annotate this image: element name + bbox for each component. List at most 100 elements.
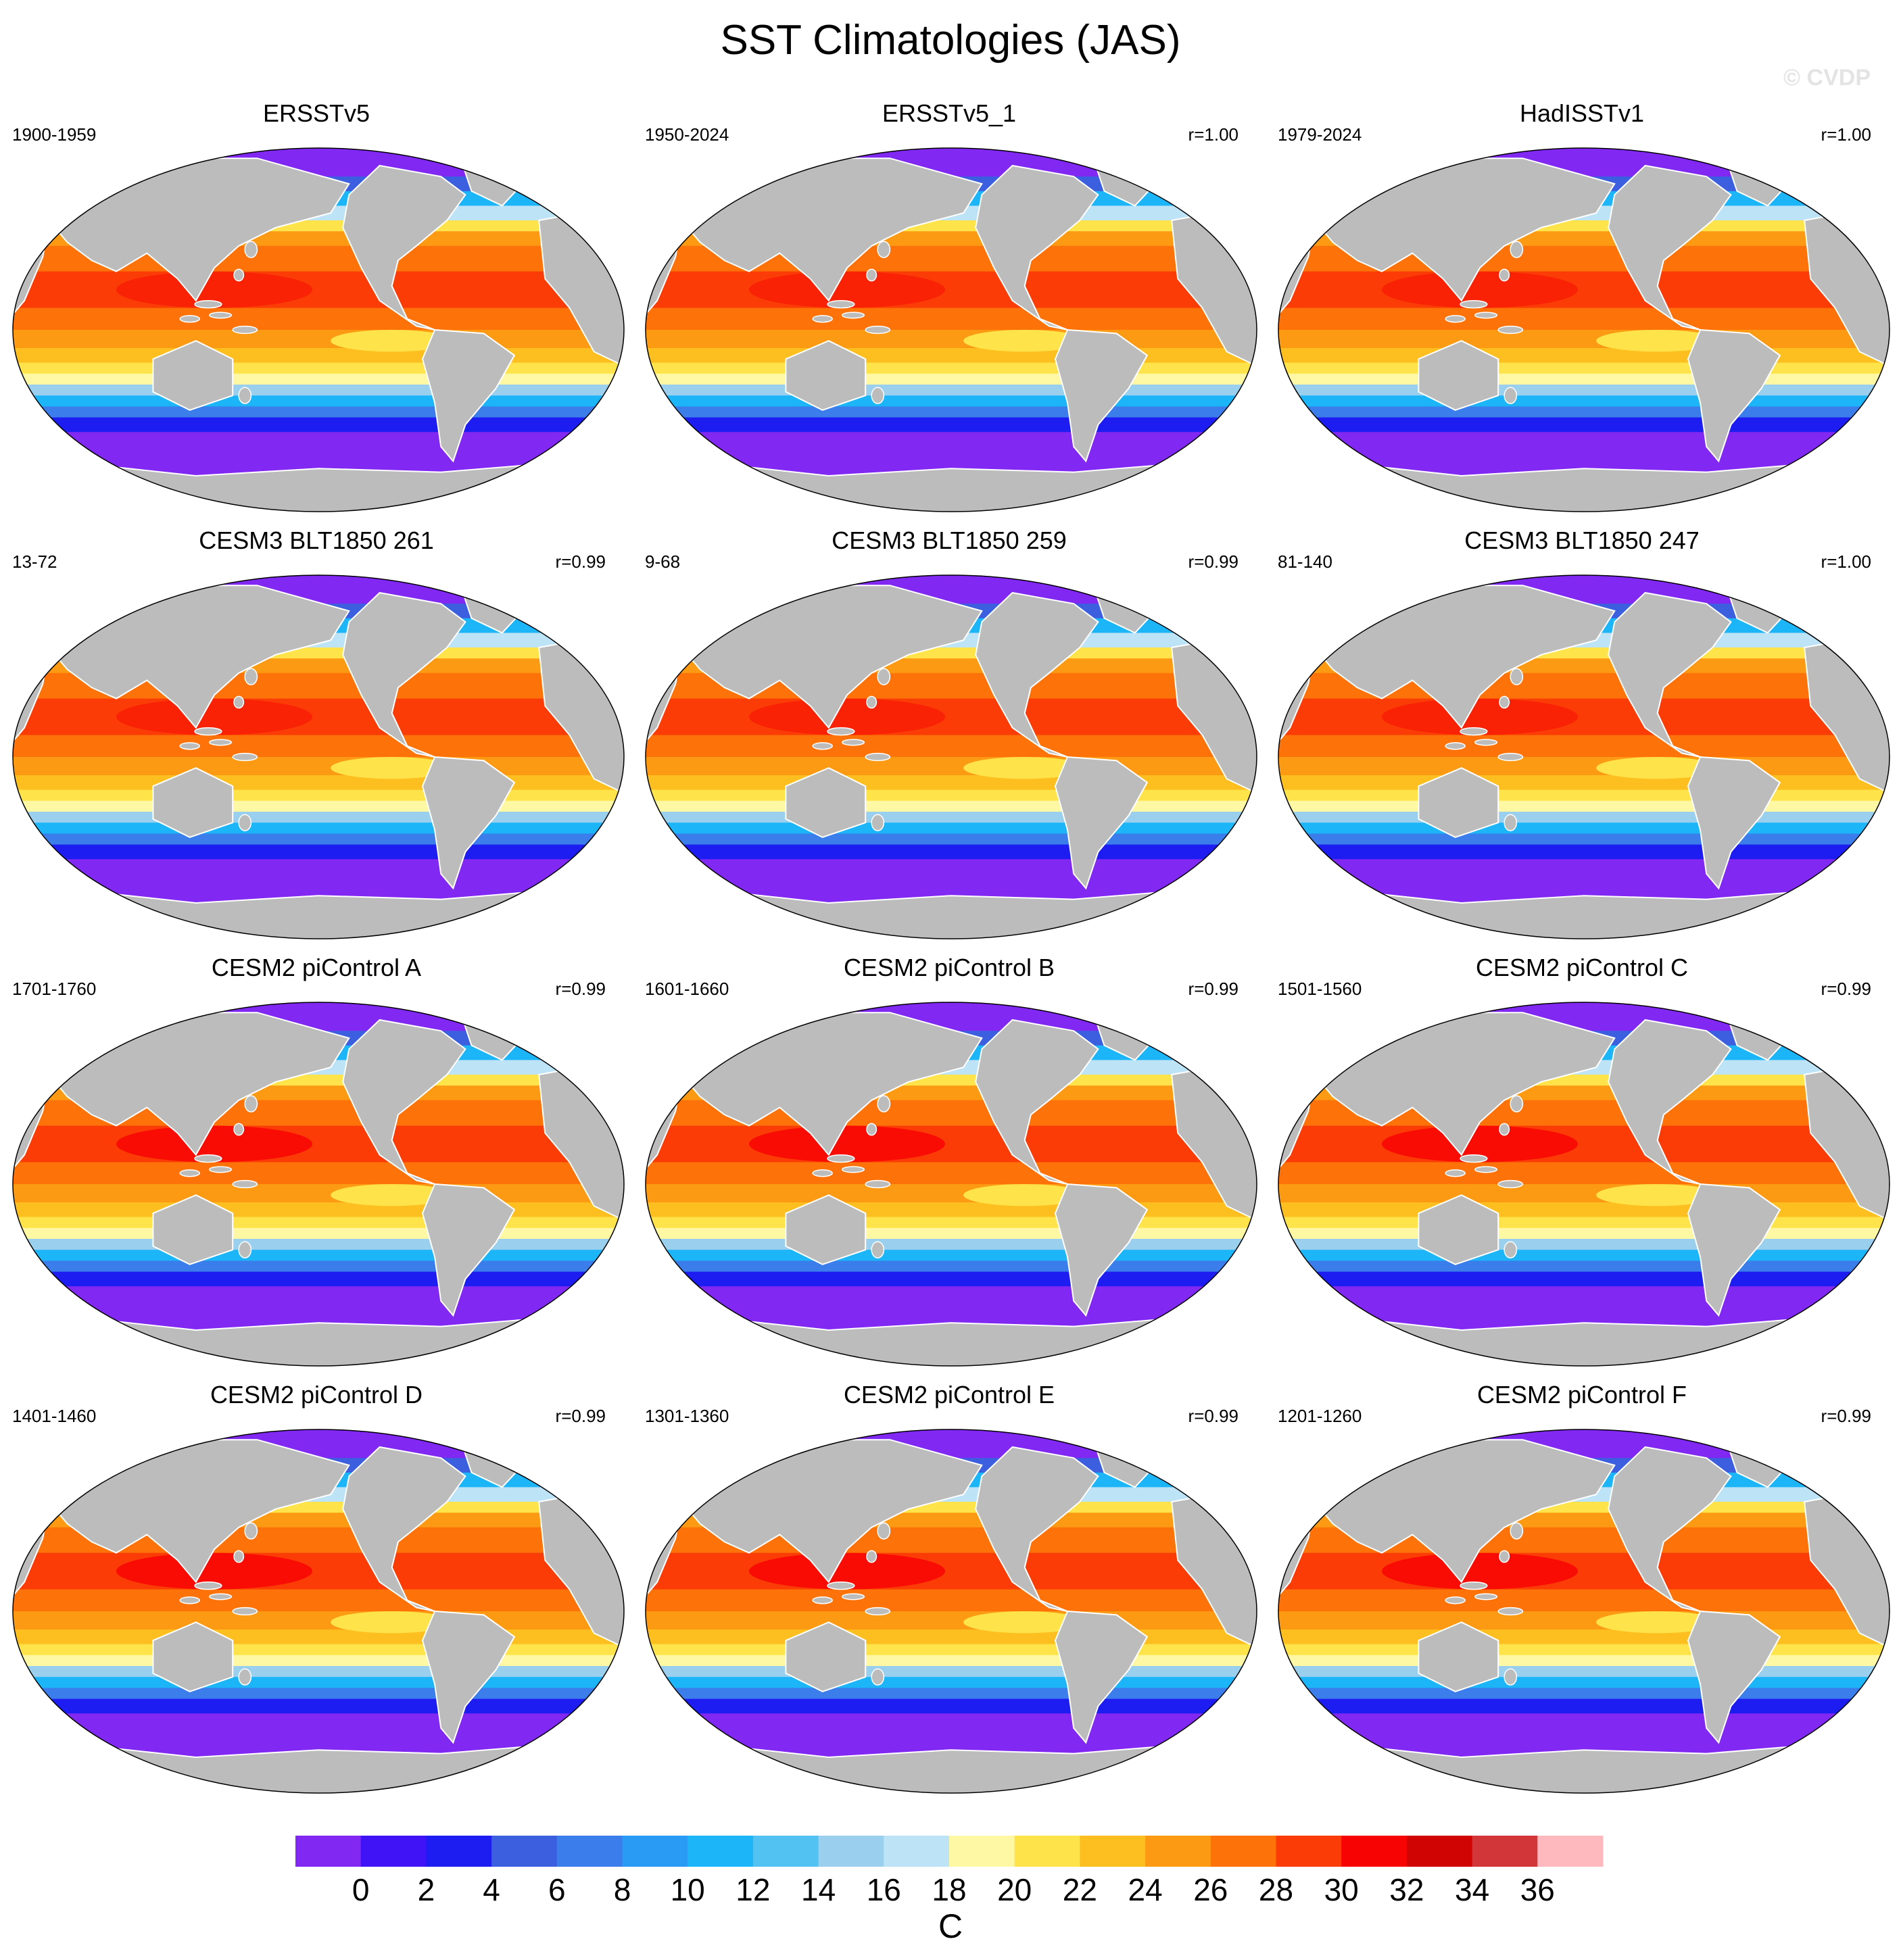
sst-band — [646, 1698, 1257, 1715]
map-panel: CESM2 piControl D 1401-1460 r=0.99 — [0, 1375, 633, 1802]
sst-band — [646, 406, 1257, 418]
sst-band — [646, 1611, 1257, 1630]
panel-period: 1900-1959 — [12, 124, 97, 145]
sst-map-svg — [645, 574, 1257, 939]
island — [1460, 727, 1488, 736]
sst-band — [646, 1002, 1257, 1032]
warm-pool — [1382, 1552, 1578, 1590]
sst-map — [645, 1002, 1257, 1370]
warm-pool — [116, 698, 312, 735]
figure-title: SST Climatologies (JAS) — [720, 17, 1181, 64]
map-border — [1278, 1002, 1890, 1367]
island — [871, 387, 885, 404]
island — [1445, 742, 1466, 750]
sst-band — [646, 1239, 1257, 1251]
land-mass — [421, 1610, 516, 1744]
sst-band — [13, 148, 624, 178]
sst-band — [1278, 844, 1890, 860]
panel-title: HadISSTv1 — [1519, 99, 1645, 127]
sst-band — [646, 362, 1257, 374]
land-mass — [41, 887, 596, 939]
sst-band — [646, 1162, 1257, 1185]
warm-pool — [116, 1552, 312, 1590]
sst-band — [646, 1655, 1257, 1667]
land-mass — [1687, 756, 1781, 890]
sst-band — [13, 775, 624, 791]
colorbar-swatch — [1080, 1836, 1146, 1867]
colorbar-tick-label: 2 — [417, 1872, 435, 1907]
island — [244, 1522, 258, 1540]
sst-map-svg — [12, 1002, 625, 1367]
island — [1497, 1607, 1524, 1616]
sst-band — [1278, 833, 1890, 846]
island — [238, 1241, 252, 1258]
island — [871, 1668, 885, 1686]
panel-period: 1601-1660 — [645, 979, 729, 999]
colorbar-tick-label: 4 — [483, 1872, 500, 1907]
island — [1474, 739, 1498, 746]
sst-band — [13, 1162, 624, 1185]
land-mass — [1307, 157, 1616, 302]
map-border — [645, 574, 1257, 939]
colorbar-tick-label: 28 — [1258, 1872, 1294, 1907]
colorbar-tick-label: 8 — [613, 1872, 631, 1907]
island — [1474, 1166, 1498, 1173]
sst-map — [12, 1002, 625, 1370]
island — [232, 1179, 258, 1189]
island — [194, 1582, 222, 1590]
island — [1499, 1123, 1510, 1136]
sst-band — [13, 1217, 624, 1229]
island — [208, 739, 233, 746]
sst-map-svg — [1278, 574, 1890, 939]
colorbar-swatch — [1472, 1836, 1538, 1867]
sst-band — [13, 1655, 624, 1667]
island — [865, 752, 891, 762]
sst-band — [13, 1630, 624, 1645]
land-mass — [342, 591, 466, 758]
island — [871, 814, 885, 831]
colorbar-swatch — [295, 1836, 362, 1867]
sst-band — [13, 348, 624, 364]
island — [1503, 1241, 1518, 1258]
land-mass — [152, 340, 234, 411]
land-mass — [785, 340, 867, 411]
sst-band — [646, 373, 1257, 385]
panel-period: 1501-1560 — [1278, 979, 1362, 999]
panel-correlation: r=1.00 — [1188, 124, 1238, 145]
sst-map-svg — [645, 147, 1257, 512]
land-mass — [975, 591, 1099, 758]
island — [1460, 1582, 1488, 1590]
sst-band — [13, 1002, 624, 1032]
colorbar-tick-label: 34 — [1455, 1872, 1490, 1907]
sst-band — [646, 757, 1257, 776]
island — [232, 325, 258, 335]
sst-band — [646, 575, 1257, 605]
sst-band — [13, 823, 624, 835]
map-panel: CESM2 piControl C 1501-1560 r=0.99 — [1266, 948, 1898, 1375]
panel-period: 9-68 — [645, 552, 681, 572]
sst-map — [12, 574, 625, 943]
sst-band — [13, 1611, 624, 1630]
land-mass — [421, 756, 516, 890]
sst-band — [13, 395, 624, 408]
island — [244, 1095, 258, 1112]
sst-band — [1278, 406, 1890, 418]
cold-tongue — [331, 1611, 454, 1634]
colorbar-swatch — [1145, 1836, 1211, 1867]
sst-band — [13, 1589, 624, 1612]
sst-band — [646, 789, 1257, 802]
island — [179, 742, 200, 750]
land-mass — [1418, 340, 1499, 411]
sst-map — [1278, 1002, 1890, 1370]
sst-map-svg — [645, 1429, 1257, 1794]
island — [877, 1522, 891, 1540]
warm-pool — [116, 1125, 312, 1162]
colorbar-tick-label: 6 — [548, 1872, 566, 1907]
panel-correlation: r=0.99 — [555, 1406, 606, 1426]
sst-band — [1278, 373, 1890, 385]
colorbar-tick-label: 14 — [801, 1872, 836, 1907]
cold-tongue — [963, 757, 1086, 779]
island — [866, 1123, 877, 1136]
land-mass — [674, 1742, 1228, 1793]
sst-band — [13, 1202, 624, 1218]
